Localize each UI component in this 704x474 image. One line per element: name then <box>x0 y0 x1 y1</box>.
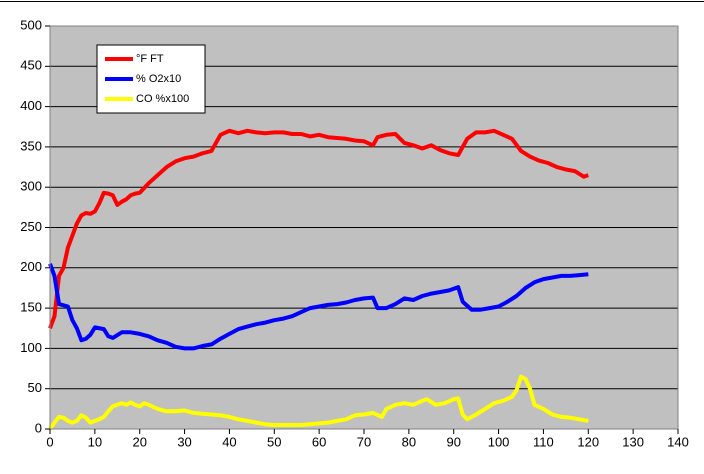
x-tick-label: 130 <box>622 434 644 449</box>
y-tick-label: 450 <box>20 58 42 73</box>
x-tick-label: 40 <box>222 434 236 449</box>
y-tick-label: 50 <box>28 380 42 395</box>
x-tick-label: 120 <box>577 434 599 449</box>
y-tick-label: 0 <box>35 420 42 435</box>
series-line <box>48 374 589 431</box>
x-tick-label: 140 <box>667 434 689 449</box>
x-tick-label: 100 <box>488 434 510 449</box>
x-tick-label: 30 <box>177 434 191 449</box>
legend-label: CO %x100 <box>136 93 189 105</box>
y-tick-label: 100 <box>20 340 42 355</box>
y-tick-label: 150 <box>20 300 42 315</box>
x-tick-label: 110 <box>533 434 554 449</box>
x-tick-label: 50 <box>267 434 281 449</box>
x-tick-label: 70 <box>357 434 371 449</box>
series-line <box>48 263 589 351</box>
x-tick-label: 0 <box>46 434 53 449</box>
x-tick-label: 60 <box>312 434 326 449</box>
legend-label: % O2x10 <box>136 73 181 85</box>
y-tick-label: 400 <box>20 98 42 113</box>
x-tick-label: 10 <box>88 434 102 449</box>
y-tick-label: 350 <box>20 138 42 153</box>
x-tick-label: 20 <box>132 434 146 449</box>
y-tick-label: 200 <box>20 259 42 274</box>
x-tick-label: 80 <box>402 434 416 449</box>
series-line <box>48 128 589 329</box>
y-tick-label: 250 <box>20 219 42 234</box>
legend-label: °F FT <box>136 53 164 65</box>
y-tick-label: 300 <box>20 179 42 194</box>
y-tick-label: 500 <box>20 17 42 32</box>
x-tick-label: 90 <box>446 434 460 449</box>
